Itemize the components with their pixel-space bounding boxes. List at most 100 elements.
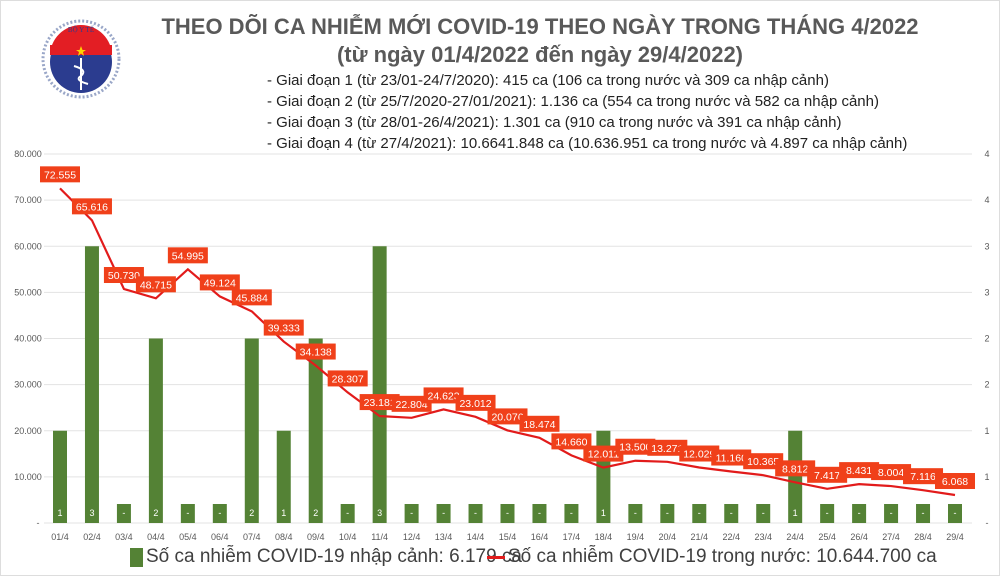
y-right-tick-label: 2 bbox=[984, 380, 989, 390]
bar-data-label: - bbox=[890, 508, 893, 518]
x-tick-label: 05/4 bbox=[179, 532, 197, 542]
bar-imported bbox=[660, 504, 675, 523]
x-tick-label: 22/4 bbox=[722, 532, 740, 542]
bar-data-label: 2 bbox=[153, 508, 158, 518]
bar-data-label: - bbox=[186, 508, 189, 518]
line-data-label-box bbox=[679, 445, 720, 462]
line-data-label: 72.555 bbox=[44, 169, 76, 181]
legend-bar-swatch bbox=[130, 547, 143, 567]
x-tick-label: 24/4 bbox=[786, 532, 804, 542]
line-data-label: 48.715 bbox=[140, 279, 172, 291]
bar-data-label: - bbox=[218, 508, 221, 518]
bar-data-label: 3 bbox=[89, 508, 94, 518]
x-tick-label: 28/4 bbox=[914, 532, 932, 542]
bar-data-label: - bbox=[122, 508, 125, 518]
bar-data-label: - bbox=[858, 508, 861, 518]
line-data-label: 22.804 bbox=[396, 399, 428, 411]
y-right-tick-label: 4 bbox=[984, 195, 989, 205]
line-data-label-box bbox=[455, 394, 496, 411]
phase-3-text: - Giai đoạn 3 (từ 28/01-26/4/2021): 1.30… bbox=[267, 114, 842, 131]
bar-data-label: 3 bbox=[377, 508, 382, 518]
bar-data-label: 1 bbox=[57, 508, 62, 518]
y-right-tick-label: 2 bbox=[984, 334, 989, 344]
bar-data-label: - bbox=[474, 508, 477, 518]
line-data-label-box bbox=[807, 466, 848, 483]
line-data-label-box bbox=[263, 319, 304, 336]
phase-1-text: - Giai đoạn 1 (từ 23/01-24/7/2020): 415 … bbox=[267, 72, 829, 89]
legend-line-swatch bbox=[487, 555, 505, 559]
bar-imported bbox=[820, 504, 835, 523]
bar-imported bbox=[532, 504, 547, 523]
line-data-label-box bbox=[583, 445, 624, 462]
line-data-label: 45.884 bbox=[236, 292, 268, 304]
x-tick-label: 06/4 bbox=[211, 532, 229, 542]
line-data-label: 11.160 bbox=[716, 453, 747, 465]
y-right-tick-label: 1 bbox=[984, 426, 989, 436]
x-tick-label: 18/4 bbox=[595, 532, 613, 542]
line-data-label: 12.011 bbox=[588, 449, 619, 461]
line-data-label-box bbox=[519, 415, 560, 432]
line-data-label: 39.333 bbox=[268, 323, 300, 335]
bar-imported bbox=[628, 504, 643, 523]
x-tick-label: 03/4 bbox=[115, 532, 133, 542]
bar-imported bbox=[852, 504, 867, 523]
y-left-tick-label: 70.000 bbox=[14, 195, 42, 205]
line-data-label: 8.004 bbox=[878, 467, 904, 479]
line-data-label-box bbox=[551, 433, 592, 450]
bar-imported bbox=[788, 430, 803, 523]
line-data-label-box bbox=[167, 247, 208, 264]
bar-imported bbox=[212, 504, 227, 523]
bar-imported bbox=[756, 504, 771, 523]
line-data-label-box bbox=[71, 198, 112, 215]
bar-data-label: 1 bbox=[601, 508, 606, 518]
bar-imported bbox=[340, 504, 355, 523]
line-data-label: 34.138 bbox=[300, 347, 332, 359]
bar-imported bbox=[692, 504, 707, 523]
bar-imported bbox=[884, 504, 899, 523]
svg-text:BỘ Y TẾ: BỘ Y TẾ bbox=[68, 26, 94, 34]
y-right-tick-label: - bbox=[986, 518, 989, 528]
x-tick-label: 23/4 bbox=[754, 532, 772, 542]
x-tick-label: 27/4 bbox=[882, 532, 900, 542]
legend-label-imported: Số ca nhiễm COVID-19 nhập cảnh: 6.179 ca bbox=[146, 546, 523, 567]
line-data-label-box bbox=[775, 460, 816, 477]
bar-imported bbox=[436, 504, 451, 523]
line-data-label-box bbox=[231, 289, 272, 306]
bar-imported bbox=[308, 338, 323, 523]
y-left-tick-label: 20.000 bbox=[14, 426, 42, 436]
line-data-label-box bbox=[423, 387, 464, 404]
bar-data-label: - bbox=[762, 508, 765, 518]
phase-4-text: - Giai đoạn 4 (từ 27/4/2021): 10.6641.84… bbox=[267, 135, 908, 152]
line-data-label: 50.730 bbox=[108, 270, 140, 282]
bar-imported bbox=[468, 504, 483, 523]
line-data-label: 28.307 bbox=[332, 373, 364, 385]
x-tick-label: 19/4 bbox=[627, 532, 645, 542]
bar-imported bbox=[84, 246, 99, 523]
bar-imported bbox=[564, 504, 579, 523]
x-tick-label: 13/4 bbox=[435, 532, 453, 542]
bar-imported bbox=[372, 246, 387, 523]
bar-data-label: 1 bbox=[281, 508, 286, 518]
line-data-label-box bbox=[743, 453, 784, 470]
x-tick-label: 21/4 bbox=[691, 532, 709, 542]
x-tick-label: 15/4 bbox=[499, 532, 517, 542]
legend-label-domestic: Số ca nhiễm COVID-19 trong nước: 10.644.… bbox=[508, 546, 937, 567]
x-tick-label: 29/4 bbox=[946, 532, 964, 542]
line-data-label: 18.474 bbox=[523, 419, 555, 431]
line-data-label-box bbox=[935, 473, 975, 490]
bar-data-label: - bbox=[410, 508, 413, 518]
line-data-label: 20.076 bbox=[491, 411, 523, 423]
y-left-tick-label: 50.000 bbox=[14, 287, 42, 297]
bar-data-label: - bbox=[698, 508, 701, 518]
bar-data-label: - bbox=[634, 508, 637, 518]
line-data-label-box bbox=[903, 468, 944, 485]
bar-data-label: - bbox=[922, 508, 925, 518]
legend-item-imported: Số ca nhiễm COVID-19 nhập cảnh: 6.179 ca bbox=[130, 546, 522, 568]
bar-imported bbox=[180, 504, 195, 523]
x-tick-label: 12/4 bbox=[403, 532, 421, 542]
bar-imported bbox=[148, 338, 163, 523]
line-data-label: 23.181 bbox=[364, 397, 396, 409]
line-data-label: 7.417 bbox=[814, 470, 840, 482]
y-left-tick-label: 40.000 bbox=[14, 334, 42, 344]
